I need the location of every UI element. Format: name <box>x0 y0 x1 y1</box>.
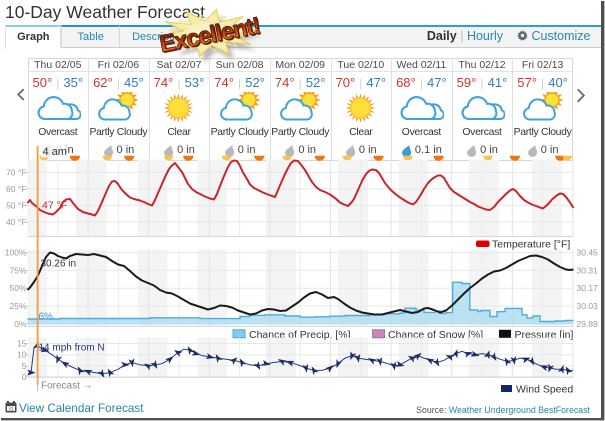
svg-text:50 °F: 50 °F <box>6 200 26 210</box>
svg-text:40 °F: 40 °F <box>6 217 26 227</box>
svg-text:Forecast →: Forecast → <box>41 381 93 392</box>
svg-text:14 mph from N: 14 mph from N <box>39 343 105 354</box>
svg-text:5: 5 <box>22 361 27 371</box>
svg-text:75%: 75% <box>9 265 26 275</box>
svg-text:30.31: 30.31 <box>577 265 599 275</box>
svg-text:10: 10 <box>17 350 27 360</box>
svg-text:15: 15 <box>17 339 27 349</box>
svg-text:0: 0 <box>22 372 27 382</box>
svg-text:25%: 25% <box>9 301 26 311</box>
svg-text:31: 31 <box>8 407 14 413</box>
svg-text:Wind Speed: Wind Speed <box>516 384 573 396</box>
svg-text:30.45: 30.45 <box>577 248 599 258</box>
svg-text:30.26 in: 30.26 in <box>41 259 77 270</box>
svg-text:6%: 6% <box>39 312 54 323</box>
svg-text:4 am: 4 am <box>43 146 67 158</box>
svg-text:30.03: 30.03 <box>577 301 599 311</box>
svg-text:50%: 50% <box>9 283 26 293</box>
svg-text:47 °F: 47 °F <box>42 200 67 212</box>
svg-text:60 °F: 60 °F <box>6 184 26 194</box>
svg-text:70 °F: 70 °F <box>6 167 26 177</box>
svg-text:29.89: 29.89 <box>577 319 599 329</box>
svg-text:0%: 0% <box>14 319 27 329</box>
svg-text:100%: 100% <box>5 248 27 258</box>
svg-text:Temperature [°F]: Temperature [°F] <box>492 239 570 251</box>
svg-text:30.17: 30.17 <box>577 283 599 293</box>
